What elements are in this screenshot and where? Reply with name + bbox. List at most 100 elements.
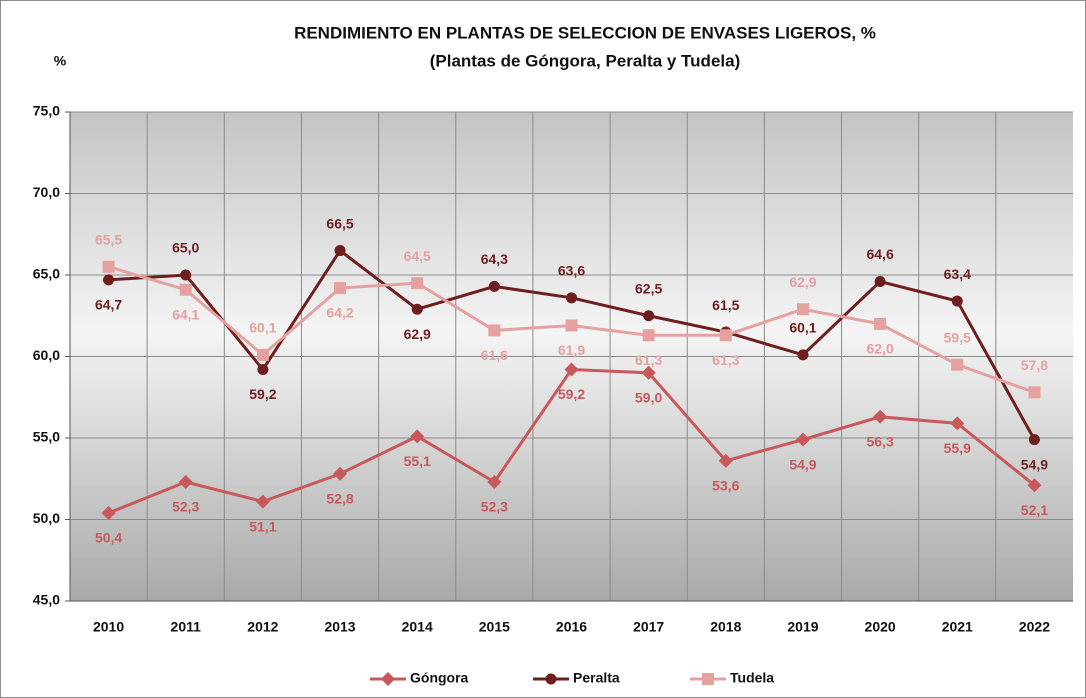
point (951, 295, 963, 307)
x-tick-label: 2016 (556, 619, 587, 635)
point (1028, 386, 1041, 399)
point (179, 283, 192, 296)
point (719, 329, 732, 342)
chart-title: RENDIMIENTO EN PLANTAS DE SELECCION DE E… (294, 23, 876, 42)
point (102, 260, 115, 273)
data-label: 65,5 (95, 232, 122, 248)
point (101, 505, 116, 520)
point (257, 364, 269, 376)
y-tick-label: 75,0 (33, 103, 60, 119)
data-label: 55,9 (944, 440, 971, 456)
point (411, 277, 424, 290)
data-label: 59,2 (249, 386, 276, 402)
data-label: 56,3 (866, 434, 893, 450)
legend-marker (702, 673, 714, 685)
point (334, 282, 347, 295)
y-axis-label: % (54, 53, 67, 69)
data-label: 61,9 (558, 342, 585, 358)
x-tick-label: 2014 (402, 619, 433, 635)
point (255, 494, 270, 509)
data-label: 65,0 (172, 240, 199, 256)
point (488, 324, 501, 337)
point (1028, 434, 1040, 446)
data-label: 52,1 (1021, 502, 1048, 518)
y-tick-label: 60,0 (33, 347, 60, 363)
y-tick-label: 70,0 (33, 184, 60, 200)
data-label: 63,6 (558, 263, 585, 279)
y-tick-label: 45,0 (33, 592, 60, 608)
point (643, 310, 655, 322)
point (333, 466, 348, 481)
legend-label: Góngora (410, 670, 469, 686)
data-label: 61,6 (481, 347, 508, 363)
point (950, 416, 965, 431)
data-label: 64,5 (404, 248, 431, 264)
data-label: 61,3 (635, 352, 662, 368)
data-label: 59,5 (944, 329, 971, 345)
data-label: 62,5 (635, 280, 662, 296)
legend-marker (381, 672, 395, 686)
data-label: 51,1 (249, 518, 276, 534)
data-label: 52,8 (326, 491, 353, 507)
x-tick-label: 2022 (1019, 619, 1050, 635)
point (796, 303, 809, 316)
point (566, 292, 577, 304)
legend-marker (545, 673, 557, 685)
y-tick-label: 55,0 (33, 429, 60, 445)
data-label: 53,6 (712, 478, 739, 494)
point (256, 348, 269, 361)
legend-label: Tudela (730, 670, 774, 686)
point (488, 280, 500, 292)
point (1027, 478, 1042, 493)
point (718, 453, 733, 468)
data-label: 61,3 (712, 352, 739, 368)
point (487, 475, 502, 490)
data-label: 63,4 (944, 266, 971, 282)
x-tick-label: 2012 (247, 619, 278, 635)
chart-subtitle: (Plantas de Góngora, Peralta y Tudela) (430, 51, 740, 70)
x-tick-label: 2015 (479, 619, 510, 635)
y-tick-label: 65,0 (33, 266, 60, 282)
point (564, 362, 579, 377)
point (951, 358, 964, 371)
point (180, 269, 192, 281)
data-label: 62,0 (866, 341, 893, 357)
point (410, 429, 425, 444)
data-label: 50,4 (95, 530, 122, 546)
x-tick-label: 2021 (942, 619, 973, 635)
point (411, 303, 423, 315)
data-label: 64,7 (95, 297, 122, 313)
data-label: 54,9 (1021, 456, 1048, 472)
data-label: 54,9 (789, 456, 816, 472)
point (873, 409, 888, 424)
x-tick-label: 2013 (324, 619, 355, 635)
data-label: 64,3 (481, 251, 508, 267)
x-tick-label: 2010 (93, 619, 124, 635)
data-label: 62,9 (404, 326, 431, 342)
point (641, 365, 656, 380)
data-label: 60,1 (789, 320, 816, 336)
data-label: 55,1 (404, 453, 431, 469)
point (103, 274, 115, 286)
point (797, 349, 809, 361)
x-tick-label: 2011 (171, 619, 202, 635)
point (642, 329, 655, 342)
data-label: 59,0 (635, 390, 662, 406)
data-label: 66,5 (326, 215, 353, 231)
point (795, 432, 810, 447)
x-tick-label: 2018 (710, 619, 741, 635)
point (874, 276, 886, 288)
x-tick-label: 2019 (787, 619, 818, 635)
y-tick-label: 50,0 (33, 510, 60, 526)
data-label: 60,1 (249, 320, 276, 336)
data-label: 52,3 (481, 499, 508, 515)
data-label: 57,8 (1021, 357, 1048, 373)
data-label: 64,2 (326, 305, 353, 321)
data-label: 64,6 (866, 246, 893, 262)
data-label: 61,5 (712, 297, 739, 313)
data-label: 62,9 (789, 274, 816, 290)
data-label: 64,1 (172, 306, 199, 322)
point (334, 245, 346, 257)
x-tick-label: 2017 (633, 619, 664, 635)
